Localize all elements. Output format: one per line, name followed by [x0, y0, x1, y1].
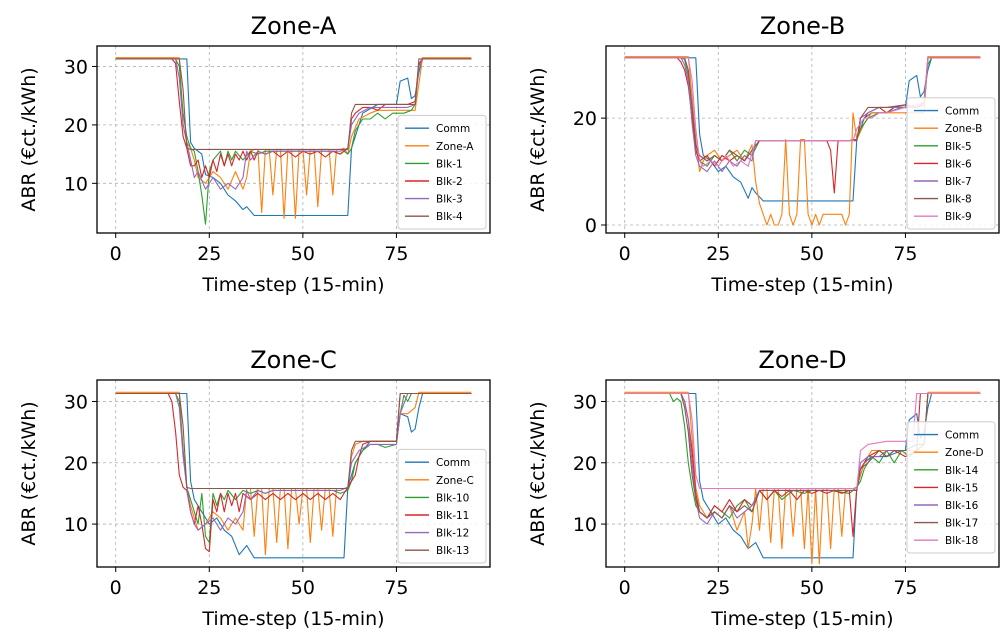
legend-entry: Blk-4 — [436, 211, 463, 223]
panel-title: Zone-A — [251, 12, 337, 40]
legend-entry: Blk-10 — [436, 492, 469, 504]
y-axis-label: ABR (€ct./kWh) — [527, 67, 549, 211]
x-tick-label: 0 — [110, 577, 122, 599]
x-tick-label: 75 — [384, 577, 408, 599]
series-group — [115, 57, 472, 225]
x-axis-label: Time-step (15-min) — [710, 608, 893, 630]
y-axis-label: ABR (€ct./kWh) — [527, 401, 549, 545]
legend-entry: Blk-16 — [945, 500, 979, 512]
x-tick-label: 0 — [110, 243, 122, 265]
series-line-blk-9 — [624, 57, 981, 167]
legend: Comm Zone-A Blk-1 Blk-2 Blk-3 Blk-4 — [397, 114, 487, 230]
legend-entry: Comm — [945, 430, 979, 442]
panel-zone-c: Zone-C 0 25 50 75 10 20 30 Time-step (15-min) ABR… — [18, 346, 491, 630]
legend-box — [906, 421, 996, 554]
y-axis-label: ABR (€ct./kWh) — [18, 67, 40, 211]
legend-entry: Blk-6 — [945, 158, 972, 170]
y-tick-label: 10 — [64, 514, 88, 536]
panel-title: Zone-C — [250, 346, 337, 374]
series-line-blk-18 — [624, 392, 981, 490]
x-tick-label: 25 — [197, 577, 221, 599]
legend-entry: Blk-17 — [945, 518, 978, 530]
series-line-blk-12 — [115, 392, 472, 531]
x-tick-label: 50 — [291, 243, 315, 265]
legend-box — [906, 97, 996, 230]
x-axis-label: Time-step (15-min) — [710, 274, 893, 296]
panel-zone-a: Zone-A 0 25 50 75 10 20 30 Time-step (15-min) ABR… — [18, 12, 491, 296]
series-group — [624, 56, 981, 226]
legend-entry: Blk-9 — [945, 211, 972, 223]
legend: Comm Zone-C Blk-10 Blk-11 Blk-12 Blk-13 — [397, 448, 487, 564]
y-axis-label: ABR (€ct./kWh) — [18, 401, 40, 545]
legend-entry: Zone-A — [436, 141, 474, 153]
y-tick-label: 0 — [585, 215, 597, 237]
axes-frame — [605, 379, 1000, 568]
x-axis-label: Time-step (15-min) — [201, 274, 384, 296]
panel-zone-d: Zone-D 0 25 50 75 10 20 30 Time-step (15-min) ABR… — [527, 346, 1000, 630]
legend-entry: Blk-18 — [945, 535, 978, 547]
legend-entry: Blk-12 — [436, 528, 469, 540]
legend-entry: Comm — [436, 123, 470, 135]
series-line-blk-3 — [115, 58, 472, 190]
x-tick-label: 50 — [800, 577, 824, 599]
y-tick-label: 20 — [64, 115, 88, 137]
legend: Comm Zone-D Blk-14 Blk-15 Blk-16 Blk-17 Blk-18 — [906, 421, 996, 554]
x-tick-label: 25 — [706, 577, 730, 599]
panel-title: Zone-B — [760, 12, 845, 40]
y-tick-label: 20 — [64, 453, 88, 475]
x-tick-label: 50 — [800, 243, 824, 265]
legend-entry: Zone-D — [945, 447, 984, 459]
x-tick-label: 0 — [619, 577, 631, 599]
legend-entry: Blk-5 — [945, 141, 972, 153]
x-tick-label: 75 — [384, 243, 408, 265]
panel-title: Zone-D — [758, 346, 846, 374]
legend-entry: Blk-13 — [436, 545, 469, 557]
panel-zone-b: Zone-B 0 25 50 75 0 20 Time-step (15-min) ABR (€… — [527, 12, 1000, 296]
legend-entry: Comm — [436, 457, 470, 469]
legend: Comm Zone-B Blk-5 Blk-6 Blk-7 Blk-8 Blk-9 — [906, 97, 996, 230]
y-tick-label: 30 — [573, 391, 597, 413]
series-group — [624, 391, 981, 565]
y-tick-label: 30 — [64, 56, 88, 78]
x-tick-label: 0 — [619, 243, 631, 265]
legend-entry: Blk-14 — [945, 465, 979, 477]
x-tick-label: 25 — [197, 243, 221, 265]
legend-box — [397, 114, 487, 230]
series-line-blk-17 — [624, 392, 981, 519]
axes-frame — [96, 379, 491, 568]
axes-frame — [96, 45, 491, 234]
legend-entry: Blk-15 — [945, 482, 978, 494]
series-group — [115, 391, 472, 559]
y-tick-label: 20 — [573, 108, 597, 130]
legend-box — [397, 448, 487, 564]
y-tick-label: 20 — [573, 453, 597, 475]
legend-entry: Blk-8 — [945, 194, 972, 206]
y-tick-label: 30 — [64, 391, 88, 413]
x-tick-label: 50 — [291, 577, 315, 599]
series-line-blk-13 — [115, 392, 472, 490]
legend-entry: Blk-2 — [436, 176, 463, 188]
axes-frame — [605, 45, 1000, 234]
x-axis-label: Time-step (15-min) — [201, 608, 384, 630]
x-tick-label: 75 — [893, 577, 917, 599]
legend-entry: Blk-11 — [436, 510, 469, 522]
legend-entry: Blk-1 — [436, 158, 463, 170]
legend-entry: Zone-B — [945, 123, 982, 135]
x-tick-label: 75 — [893, 243, 917, 265]
y-tick-label: 10 — [64, 173, 88, 195]
x-tick-label: 25 — [706, 243, 730, 265]
legend-entry: Comm — [945, 106, 979, 118]
legend-entry: Zone-C — [436, 475, 474, 487]
legend-entry: Blk-7 — [945, 176, 972, 188]
series-line-blk-4 — [115, 58, 472, 150]
y-tick-label: 10 — [573, 514, 597, 536]
legend-entry: Blk-3 — [436, 194, 463, 206]
